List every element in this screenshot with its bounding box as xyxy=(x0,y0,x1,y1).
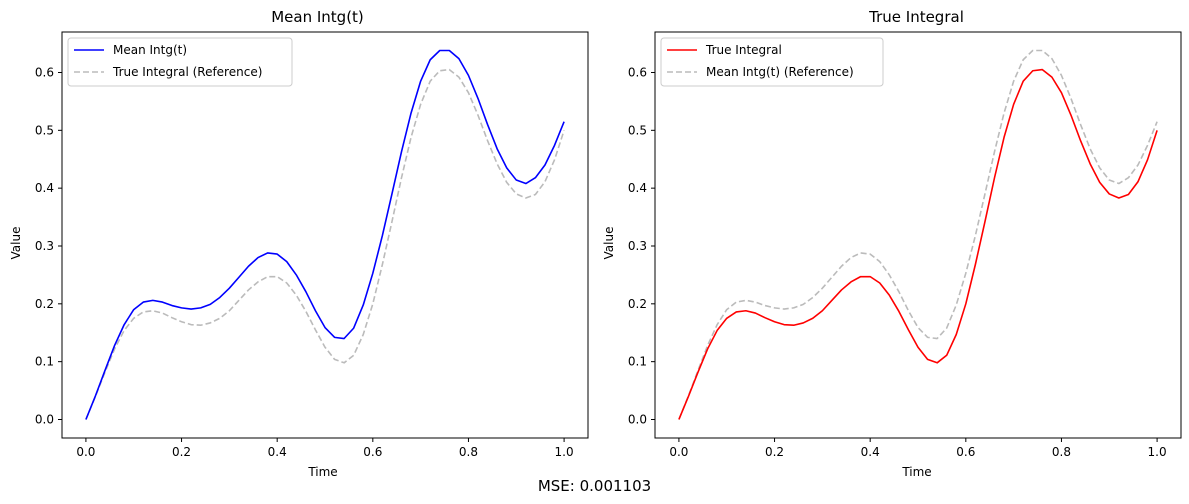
ticks-layer: 0.0 0.2 0.4 0.6 0.8 1.0 0.0 0.1 0.2 0.3 0.4 0.5 0.6 xyxy=(35,65,574,459)
chart-true-integral: True Integral Time Value 0.0 0.2 0.4 0.6 0.8… xyxy=(602,8,1182,479)
series-line xyxy=(85,68,565,420)
x-tick-label: 0.4 xyxy=(861,445,880,459)
y-tick-label: 0.1 xyxy=(628,355,647,369)
plot-frame xyxy=(61,31,589,439)
plot-frame xyxy=(654,31,1182,439)
y-tick-label: 0.6 xyxy=(628,65,647,79)
y-tick-label: 0.1 xyxy=(35,355,54,369)
plot-lines-layer xyxy=(678,49,1158,420)
x-tick-label: 0.0 xyxy=(669,445,688,459)
legend: Mean Intg(t) True Integral (Reference) xyxy=(67,37,293,87)
x-tick-label: 0.6 xyxy=(363,445,382,459)
series-line xyxy=(678,68,1158,420)
chart-mean-intg: Mean Intg(t) Time Value 0.0 0.2 0.4 0.6 0.8 1… xyxy=(9,8,589,479)
ticks-layer: 0.0 0.2 0.4 0.6 0.8 1.0 0.0 0.1 0.2 0.3 0.4 0.5 0.6 xyxy=(628,65,1167,459)
y-tick-label: 0.5 xyxy=(628,123,647,137)
x-axis-label: Time xyxy=(307,465,337,479)
x-axis-label: Time xyxy=(901,465,931,479)
y-tick-label: 0.5 xyxy=(35,123,54,137)
chart-title: Mean Intg(t) xyxy=(271,8,364,26)
legend-box xyxy=(660,37,884,87)
legend: True Integral Mean Intg(t) (Reference) xyxy=(660,37,884,87)
x-tick-label: 0.2 xyxy=(172,445,191,459)
y-tick-label: 0.3 xyxy=(628,239,647,253)
y-tick-label: 0.0 xyxy=(35,412,54,426)
legend-label: Mean Intg(t) (Reference) xyxy=(706,65,854,79)
series-line xyxy=(85,49,565,420)
plot-lines-layer xyxy=(85,49,565,420)
y-tick-label: 0.4 xyxy=(35,181,54,195)
legend-label: Mean Intg(t) xyxy=(113,43,187,57)
x-tick-label: 0.4 xyxy=(268,445,287,459)
legend-label: True Integral (Reference) xyxy=(112,65,262,79)
x-tick-label: 0.0 xyxy=(76,445,95,459)
x-tick-label: 0.8 xyxy=(459,445,478,459)
x-tick-label: 0.6 xyxy=(956,445,975,459)
legend-box xyxy=(67,37,293,87)
y-tick-label: 0.2 xyxy=(628,297,647,311)
legend-label: True Integral xyxy=(705,43,782,57)
y-axis-label: Value xyxy=(9,227,23,260)
y-tick-label: 0.0 xyxy=(628,412,647,426)
x-tick-label: 1.0 xyxy=(1148,445,1167,459)
mse-footer-label: MSE: 0.001103 xyxy=(538,477,651,495)
series-line xyxy=(678,49,1158,420)
y-tick-label: 0.4 xyxy=(628,181,647,195)
y-axis-label: Value xyxy=(602,227,616,260)
y-tick-label: 0.3 xyxy=(35,239,54,253)
x-tick-label: 0.8 xyxy=(1052,445,1071,459)
x-tick-label: 1.0 xyxy=(555,445,574,459)
y-tick-label: 0.2 xyxy=(35,297,54,311)
chart-title: True Integral xyxy=(868,8,964,26)
y-tick-label: 0.6 xyxy=(35,65,54,79)
x-tick-label: 0.2 xyxy=(765,445,784,459)
